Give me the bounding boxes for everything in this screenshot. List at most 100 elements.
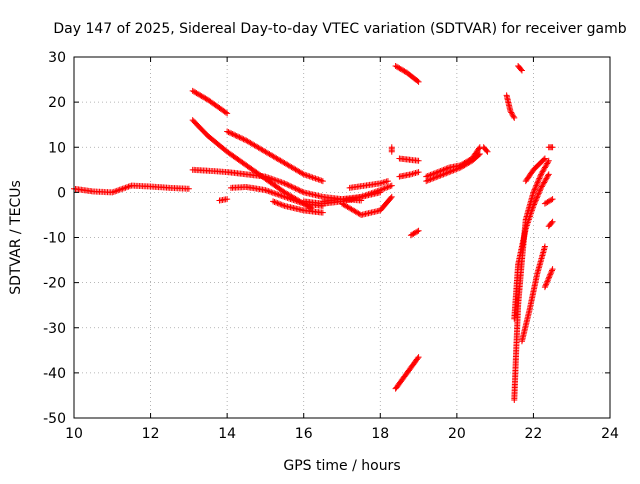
series-arc-11 xyxy=(216,196,231,204)
data-point xyxy=(549,196,556,203)
axis-ticks: 10 12 14 16 18 20 22 24 -50 -40 -30 -20 -10 0 10 20 30 xyxy=(43,50,619,442)
data-point xyxy=(548,268,555,275)
series-arc-1 xyxy=(71,182,192,196)
series-arc-5 xyxy=(224,128,326,185)
data-point xyxy=(434,173,441,180)
data-point xyxy=(268,189,275,196)
data-point xyxy=(263,174,270,181)
data-point xyxy=(277,201,284,208)
series-arc-15 xyxy=(396,169,422,180)
data-point xyxy=(374,188,381,195)
series-arc-3 xyxy=(189,117,315,212)
data-point xyxy=(453,166,460,173)
data-point xyxy=(543,281,550,288)
data-point xyxy=(483,147,490,154)
data-point xyxy=(359,193,366,200)
x-tick-label-10: 10 xyxy=(65,426,83,442)
data-point xyxy=(266,188,273,195)
data-point xyxy=(277,178,284,185)
y-tick-label--10: -10 xyxy=(43,231,66,247)
data-point xyxy=(116,186,123,193)
data-point xyxy=(384,184,391,191)
data-point xyxy=(431,174,438,181)
data-point xyxy=(296,187,303,194)
data-point xyxy=(291,184,298,191)
grid xyxy=(74,57,610,418)
data-point xyxy=(226,129,233,136)
data-point xyxy=(277,192,284,199)
data-point xyxy=(278,201,285,208)
data-point xyxy=(121,185,128,192)
data-point xyxy=(291,197,298,204)
data-point xyxy=(297,199,304,206)
data-point xyxy=(537,172,544,179)
series-arc-2 xyxy=(189,87,231,117)
data-point xyxy=(548,196,555,203)
data-point xyxy=(275,178,282,185)
data-point xyxy=(531,187,538,194)
data-point xyxy=(436,173,443,180)
data-point xyxy=(299,170,306,177)
data-point xyxy=(270,198,277,205)
data-point xyxy=(122,184,129,191)
data-point xyxy=(225,129,232,136)
data-point xyxy=(272,199,279,206)
data-point xyxy=(476,151,483,158)
data-point xyxy=(303,172,310,179)
data-point xyxy=(283,194,290,201)
data-point xyxy=(536,189,543,196)
data-point xyxy=(281,180,288,187)
data-point xyxy=(549,144,556,151)
data-point xyxy=(454,165,461,172)
y-tick-label--50: -50 xyxy=(43,411,66,427)
y-tick-label-10: 10 xyxy=(48,140,66,156)
series-arc-17 xyxy=(392,354,422,392)
x-axis-label: GPS time / hours xyxy=(283,458,400,474)
data-point xyxy=(278,192,285,199)
data-point xyxy=(532,197,539,204)
data-point xyxy=(358,193,365,200)
data-point xyxy=(224,196,231,203)
data-point xyxy=(284,181,291,188)
data-point xyxy=(263,187,270,194)
series-arc-14 xyxy=(396,155,422,164)
x-tick-label-14: 14 xyxy=(218,426,236,442)
data-point xyxy=(388,193,395,200)
x-tick-label-18: 18 xyxy=(371,426,389,442)
data-point xyxy=(230,131,237,138)
data-point xyxy=(289,184,296,191)
data-point xyxy=(532,183,539,190)
data-point xyxy=(315,176,322,183)
data-point xyxy=(262,187,269,194)
data-point xyxy=(388,144,395,151)
data-point xyxy=(269,176,276,183)
data-point xyxy=(441,170,448,177)
data-point xyxy=(511,114,518,121)
data-point xyxy=(271,190,278,197)
data-point xyxy=(290,197,297,204)
series-arc-26 xyxy=(522,155,548,185)
series-arc-25 xyxy=(518,243,548,345)
data-point xyxy=(311,174,318,181)
data-point xyxy=(444,169,451,176)
data-point xyxy=(381,185,388,192)
data-point xyxy=(541,155,548,162)
data-point xyxy=(544,159,551,166)
data-point xyxy=(288,183,295,190)
data-point xyxy=(292,185,299,192)
data-point xyxy=(475,151,482,158)
data-point xyxy=(285,182,292,189)
data-point xyxy=(368,190,375,197)
data-point xyxy=(517,66,524,73)
data-point xyxy=(293,198,300,205)
data-point xyxy=(319,178,326,185)
data-point xyxy=(446,169,453,176)
data-point xyxy=(281,193,288,200)
series-arc-12 xyxy=(346,178,391,191)
data-point xyxy=(112,188,119,195)
data-point xyxy=(240,136,247,143)
data-point xyxy=(535,190,542,197)
data-point xyxy=(532,198,539,205)
x-tick-label-24: 24 xyxy=(601,426,619,442)
